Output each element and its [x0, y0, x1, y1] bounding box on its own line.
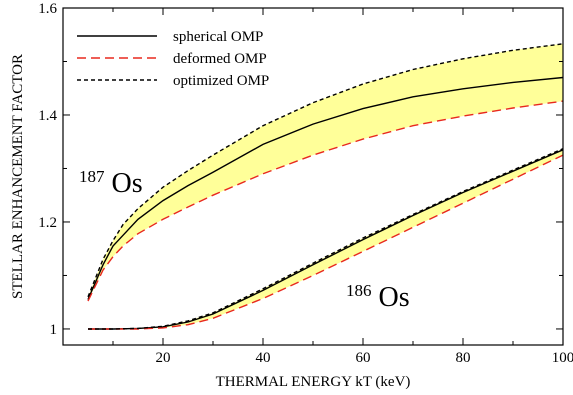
y-axis-label: STELLAR ENHANCEMENT FACTOR — [10, 54, 26, 299]
annotation-186os-mass: 186 — [346, 281, 372, 300]
axis-ticks — [63, 7, 564, 345]
annotation-187os: 187 Os — [79, 158, 143, 199]
y-tick-label: 1.6 — [38, 1, 57, 17]
legend-label: spherical OMP — [173, 29, 263, 45]
x-tick-label: 20 — [156, 350, 171, 366]
x-tick-label: 80 — [456, 350, 471, 366]
y-tick-label: 1.2 — [38, 215, 57, 231]
legend: spherical OMP deformed OMP optimized OMP — [77, 29, 269, 89]
x-tick-label: 40 — [256, 350, 271, 366]
series-line-187Os-deformed-omp — [87, 100, 564, 302]
annotation-187os-element: Os — [112, 168, 143, 199]
y-tick-label: 1 — [50, 322, 58, 338]
y-tick-label: 1.4 — [38, 108, 57, 124]
band-187Os — [88, 43, 563, 302]
annotation-187os-mass: 187 — [79, 167, 105, 186]
x-axis-label: THERMAL ENERGY kT (keV) — [216, 374, 411, 390]
x-tick-label: 60 — [356, 350, 371, 366]
legend-label: optimized OMP — [173, 73, 269, 89]
series-line-186Os-optimized-omp — [88, 148, 564, 330]
legend-label: deformed OMP — [173, 51, 267, 67]
uncertainty-bands — [88, 43, 563, 329]
series-line-187Os-spherical-omp — [87, 76, 564, 300]
tick-labels: 20 40 60 80 100 1 1.2 1.4 1.6 — [38, 1, 573, 366]
x-tick-label: 100 — [552, 350, 573, 366]
series-lines — [87, 43, 564, 330]
annotation-186os-element: Os — [379, 282, 410, 313]
annotation-186os: 186 Os — [346, 272, 410, 313]
